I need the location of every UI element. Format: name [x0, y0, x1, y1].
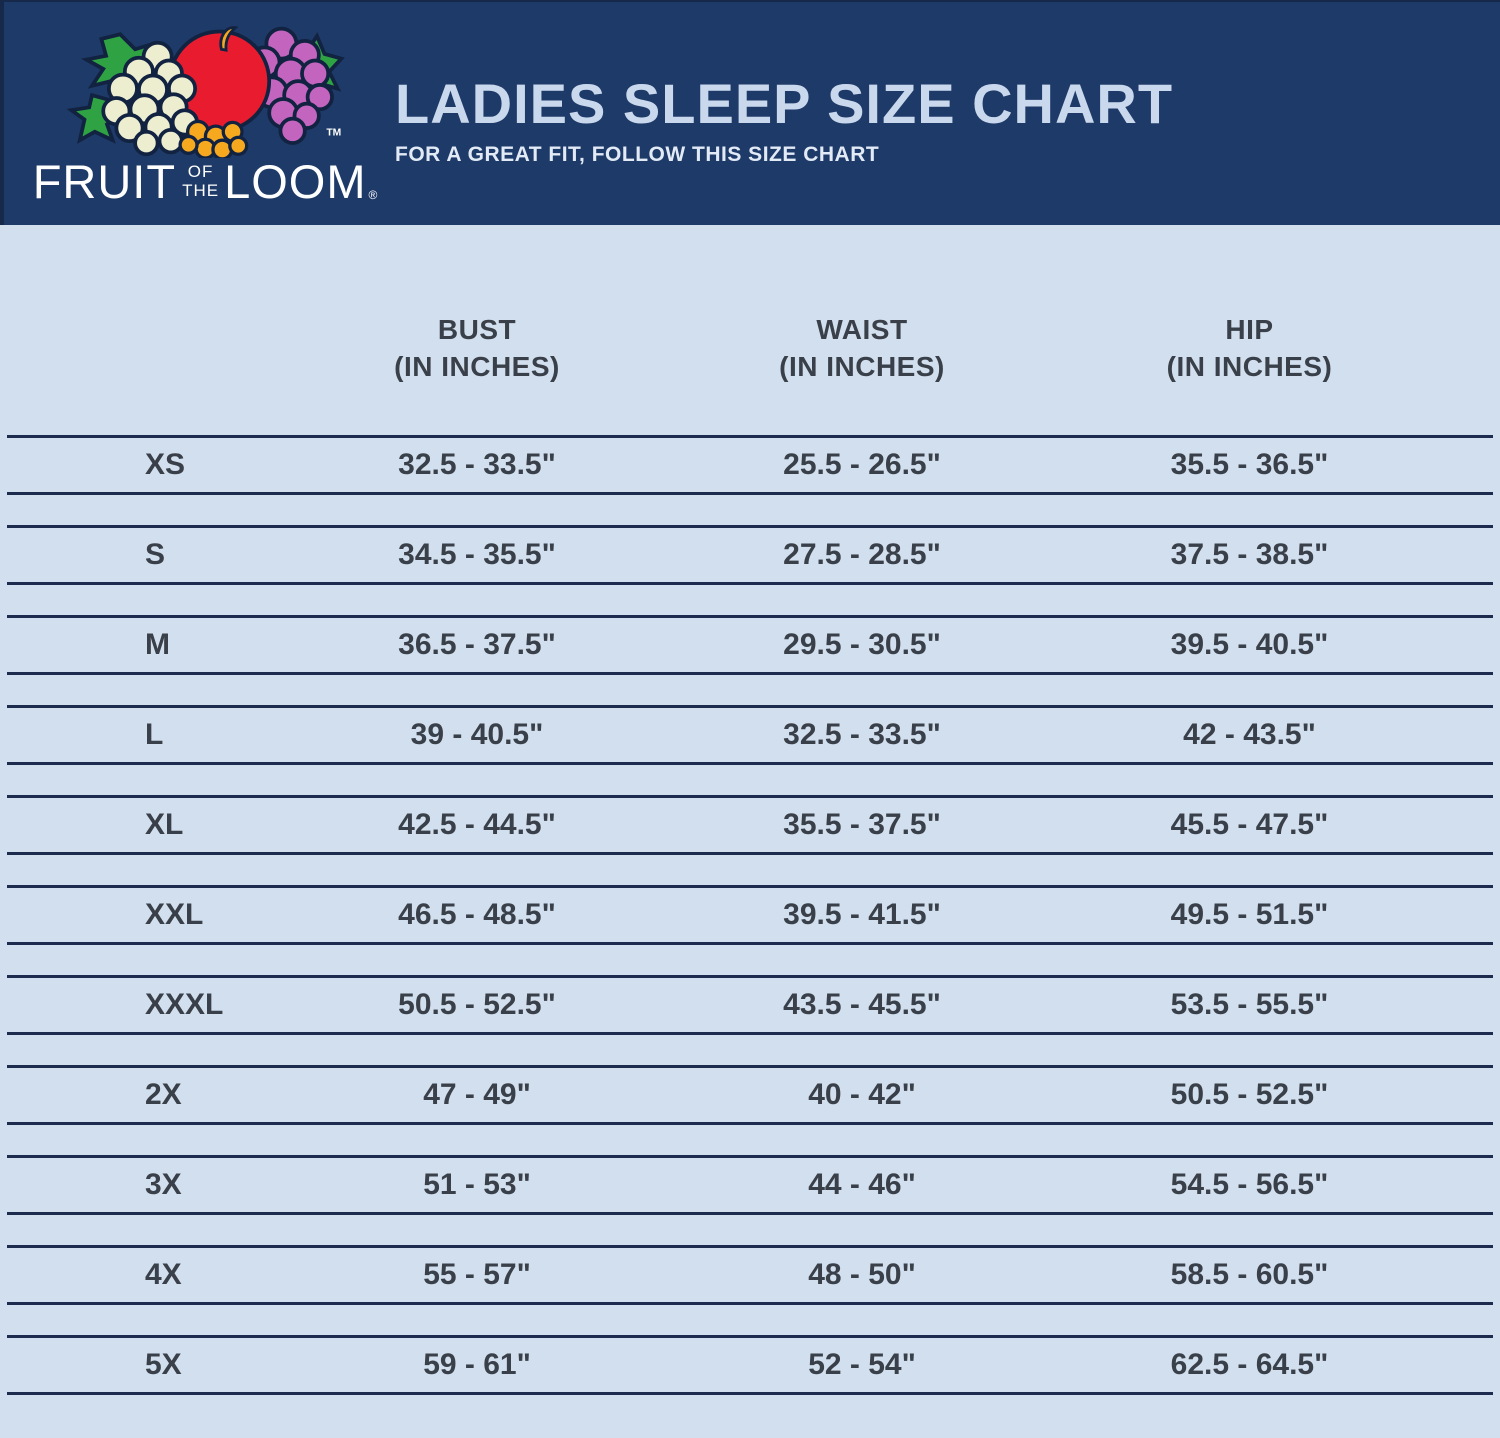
- bust-cell: 39 - 40.5": [410, 718, 544, 751]
- row-divider: [7, 1212, 1493, 1245]
- table-row: 3X 51 - 53" 44 - 46" 54.5 - 56.5": [7, 1155, 1493, 1212]
- title-block: LADIES SLEEP SIZE CHART FOR A GREAT FIT,…: [395, 76, 1173, 167]
- hip-header-line2: (IN INCHES): [1166, 351, 1333, 382]
- waist-header-line2: (IN INCHES): [779, 351, 945, 382]
- page-title: LADIES SLEEP SIZE CHART: [395, 72, 1174, 135]
- size-cell: M: [145, 628, 170, 661]
- size-chart-table: BUST (IN INCHES) WAIST (IN INCHES) HIP (…: [7, 225, 1493, 1395]
- table-row: S 34.5 - 35.5" 27.5 - 28.5" 37.5 - 38.5": [7, 525, 1493, 582]
- size-cell: L: [145, 718, 164, 751]
- column-headers-row: BUST (IN INCHES) WAIST (IN INCHES) HIP (…: [7, 225, 1493, 435]
- row-divider: [7, 492, 1493, 525]
- size-cell: XXL: [145, 898, 204, 931]
- row-divider: [7, 942, 1493, 975]
- fruit-of-the-loom-logo-icon: TM: [66, 26, 345, 158]
- table-row: XS 32.5 - 33.5" 25.5 - 26.5" 35.5 - 36.5…: [7, 435, 1493, 492]
- row-divider: [7, 1302, 1493, 1335]
- table-row: XL 42.5 - 44.5" 35.5 - 37.5" 45.5 - 47.5…: [7, 795, 1493, 852]
- waist-cell: 43.5 - 45.5": [783, 988, 941, 1021]
- bust-cell: 36.5 - 37.5": [398, 628, 556, 661]
- table-row: XXL 46.5 - 48.5" 39.5 - 41.5" 49.5 - 51.…: [7, 885, 1493, 942]
- wordmark-fruit: FRUIT: [32, 155, 177, 208]
- wordmark-the: THE: [182, 181, 220, 200]
- waist-cell: 40 - 42": [808, 1078, 916, 1111]
- row-divider: [7, 672, 1493, 705]
- hip-header-line1: HIP: [1225, 314, 1274, 345]
- bust-cell: 42.5 - 44.5": [398, 808, 556, 841]
- row-divider: [7, 1122, 1493, 1155]
- registered-mark: ®: [368, 188, 378, 202]
- row-divider: [7, 852, 1493, 885]
- waist-cell: 35.5 - 37.5": [783, 808, 941, 841]
- table-row: 5X 59 - 61" 52 - 54" 62.5 - 64.5": [7, 1335, 1493, 1392]
- hip-column-header: HIP (IN INCHES): [1057, 311, 1442, 435]
- hip-cell: 37.5 - 38.5": [1170, 538, 1329, 571]
- size-cell: XXXL: [145, 988, 224, 1021]
- row-divider: [7, 762, 1493, 795]
- size-cell: XL: [145, 808, 184, 841]
- trademark-mark: TM: [326, 128, 341, 139]
- row-divider: [7, 1032, 1493, 1065]
- waist-cell: 39.5 - 41.5": [783, 898, 941, 931]
- bust-cell: 50.5 - 52.5": [398, 988, 556, 1021]
- size-column-header: [7, 311, 287, 435]
- hip-cell: 58.5 - 60.5": [1170, 1258, 1329, 1291]
- bust-cell: 47 - 49": [423, 1078, 531, 1111]
- table-row: XXXL 50.5 - 52.5" 43.5 - 45.5" 53.5 - 55…: [7, 975, 1493, 1032]
- table-row: 4X 55 - 57" 48 - 50" 58.5 - 60.5": [7, 1245, 1493, 1302]
- hip-cell: 42 - 43.5": [1183, 718, 1316, 751]
- size-cell: 5X: [145, 1348, 182, 1381]
- bust-column-header: BUST (IN INCHES): [287, 311, 667, 435]
- brand-wordmark: FRUIT OF THE LOOM ®: [33, 155, 378, 208]
- bust-cell: 51 - 53": [423, 1168, 531, 1201]
- hip-cell: 62.5 - 64.5": [1170, 1348, 1329, 1381]
- hip-cell: 50.5 - 52.5": [1170, 1078, 1329, 1111]
- bust-cell: 34.5 - 35.5": [398, 538, 556, 571]
- waist-cell: 29.5 - 30.5": [783, 628, 941, 661]
- hip-cell: 39.5 - 40.5": [1170, 628, 1329, 661]
- size-cell: XS: [145, 448, 186, 481]
- bust-cell: 46.5 - 48.5": [398, 898, 556, 931]
- hip-cell: 49.5 - 51.5": [1170, 898, 1329, 931]
- bust-cell: 59 - 61": [423, 1348, 531, 1381]
- bust-header-line2: (IN INCHES): [394, 351, 560, 382]
- hip-cell: 45.5 - 47.5": [1170, 808, 1329, 841]
- size-cell: 4X: [145, 1258, 182, 1291]
- size-cell: 2X: [145, 1078, 182, 1111]
- bust-cell: 32.5 - 33.5": [398, 448, 556, 481]
- bust-header-line1: BUST: [437, 314, 517, 345]
- waist-cell: 44 - 46": [808, 1168, 916, 1201]
- brand-header: TM FRUIT OF THE LOOM ® LADIES SLEEP SIZE…: [0, 0, 1500, 225]
- table-row: M 36.5 - 37.5" 29.5 - 30.5" 39.5 - 40.5": [7, 615, 1493, 672]
- waist-cell: 25.5 - 26.5": [783, 448, 941, 481]
- hip-cell: 53.5 - 55.5": [1170, 988, 1329, 1021]
- size-cell: S: [145, 538, 166, 571]
- hip-cell: 35.5 - 36.5": [1170, 448, 1329, 481]
- waist-header-line1: WAIST: [816, 314, 908, 345]
- wordmark-of-the: OF THE: [182, 162, 219, 200]
- bust-cell: 55 - 57": [423, 1258, 531, 1291]
- wordmark-of: OF: [187, 162, 214, 181]
- waist-cell: 32.5 - 33.5": [783, 718, 941, 751]
- size-cell: 3X: [145, 1168, 182, 1201]
- table-row: 2X 47 - 49" 40 - 42" 50.5 - 52.5": [7, 1065, 1493, 1122]
- waist-cell: 27.5 - 28.5": [783, 538, 941, 571]
- waist-cell: 52 - 54": [808, 1348, 916, 1381]
- row-divider: [7, 582, 1493, 615]
- hip-cell: 54.5 - 56.5": [1170, 1168, 1329, 1201]
- waist-column-header: WAIST (IN INCHES): [667, 311, 1057, 435]
- waist-cell: 48 - 50": [808, 1258, 916, 1291]
- page-subtitle: FOR A GREAT FIT, FOLLOW THIS SIZE CHART: [395, 143, 880, 166]
- wordmark-loom: LOOM: [224, 155, 367, 208]
- table-row: L 39 - 40.5" 32.5 - 33.5" 42 - 43.5": [7, 705, 1493, 762]
